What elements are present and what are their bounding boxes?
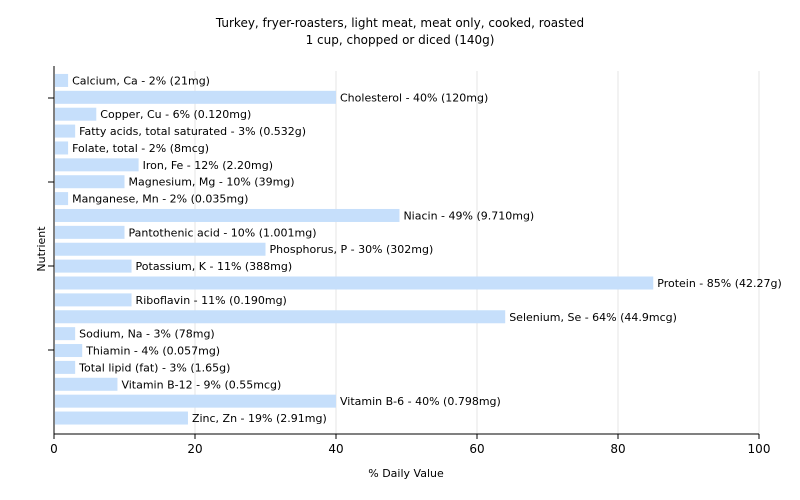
- x-tick-label: 20: [187, 442, 202, 456]
- bar: [55, 208, 400, 222]
- x-tick-label: 100: [748, 442, 771, 456]
- bar-label: Phosphorus, P - 30% (302mg): [270, 243, 434, 256]
- bar-label: Copper, Cu - 6% (0.120mg): [100, 108, 251, 121]
- bar: [55, 276, 654, 290]
- bar: [55, 73, 69, 87]
- bar: [55, 192, 69, 206]
- bar-label: Vitamin B-12 - 9% (0.55mcg): [121, 378, 281, 391]
- bar-label: Niacin - 49% (9.710mg): [403, 209, 534, 222]
- bar-label: Vitamin B-6 - 40% (0.798mg): [340, 395, 501, 408]
- x-tick-label: 0: [50, 442, 58, 456]
- bar-label: Zinc, Zn - 19% (2.91mg): [192, 412, 327, 425]
- x-tick-label: 80: [610, 442, 625, 456]
- bar-label: Protein - 85% (42.27g): [657, 277, 782, 290]
- bar: [55, 225, 125, 239]
- bar-label: Thiamin - 4% (0.057mg): [85, 345, 220, 358]
- bar: [55, 124, 76, 138]
- gridlines: [194, 71, 760, 434]
- bar: [55, 175, 125, 189]
- bar-label: Potassium, K - 11% (388mg): [136, 260, 293, 273]
- bar: [55, 242, 266, 256]
- x-tick-label: 60: [469, 442, 484, 456]
- bar: [55, 327, 76, 341]
- bar: [55, 158, 139, 172]
- bar: [55, 293, 132, 307]
- bar: [55, 259, 132, 273]
- bar: [55, 310, 506, 324]
- bar: [55, 411, 188, 425]
- bar: [55, 344, 83, 358]
- bar-label: Iron, Fe - 12% (2.20mg): [143, 159, 273, 172]
- bar-label: Pantothenic acid - 10% (1.001mg): [129, 226, 317, 239]
- chart-title: Turkey, fryer-roasters, light meat, meat…: [215, 16, 584, 30]
- bar: [55, 107, 97, 121]
- bar-label: Folate, total - 2% (8mcg): [72, 142, 209, 155]
- bar-label: Sodium, Na - 3% (78mg): [79, 328, 215, 341]
- bar: [55, 141, 69, 155]
- bar-label: Cholesterol - 40% (120mg): [340, 91, 488, 104]
- bar-label: Riboflavin - 11% (0.190mg): [136, 294, 287, 307]
- bar-label: Calcium, Ca - 2% (21mg): [72, 74, 210, 87]
- bar-label: Selenium, Se - 64% (44.9mcg): [509, 311, 677, 324]
- bars: Calcium, Ca - 2% (21mg) Cholesterol - 40%…: [55, 73, 782, 425]
- x-axis-title: % Daily Value: [368, 467, 444, 480]
- bar: [55, 394, 336, 408]
- x-tick-label: 40: [328, 442, 343, 456]
- axes: 0 20 40 60 80 100: [48, 66, 770, 456]
- chart-subtitle: 1 cup, chopped or diced (140g): [306, 33, 495, 47]
- bar-label: Total lipid (fat) - 3% (1.65g): [78, 361, 230, 374]
- bar-label: Fatty acids, total saturated - 3% (0.532…: [79, 125, 306, 138]
- bar-label: Magnesium, Mg - 10% (39mg): [129, 176, 295, 189]
- bar: [55, 377, 118, 391]
- bar-label: Manganese, Mn - 2% (0.035mg): [72, 193, 248, 206]
- bar: [55, 90, 336, 104]
- y-axis-title: Nutrient: [35, 226, 48, 272]
- bar: [55, 360, 76, 374]
